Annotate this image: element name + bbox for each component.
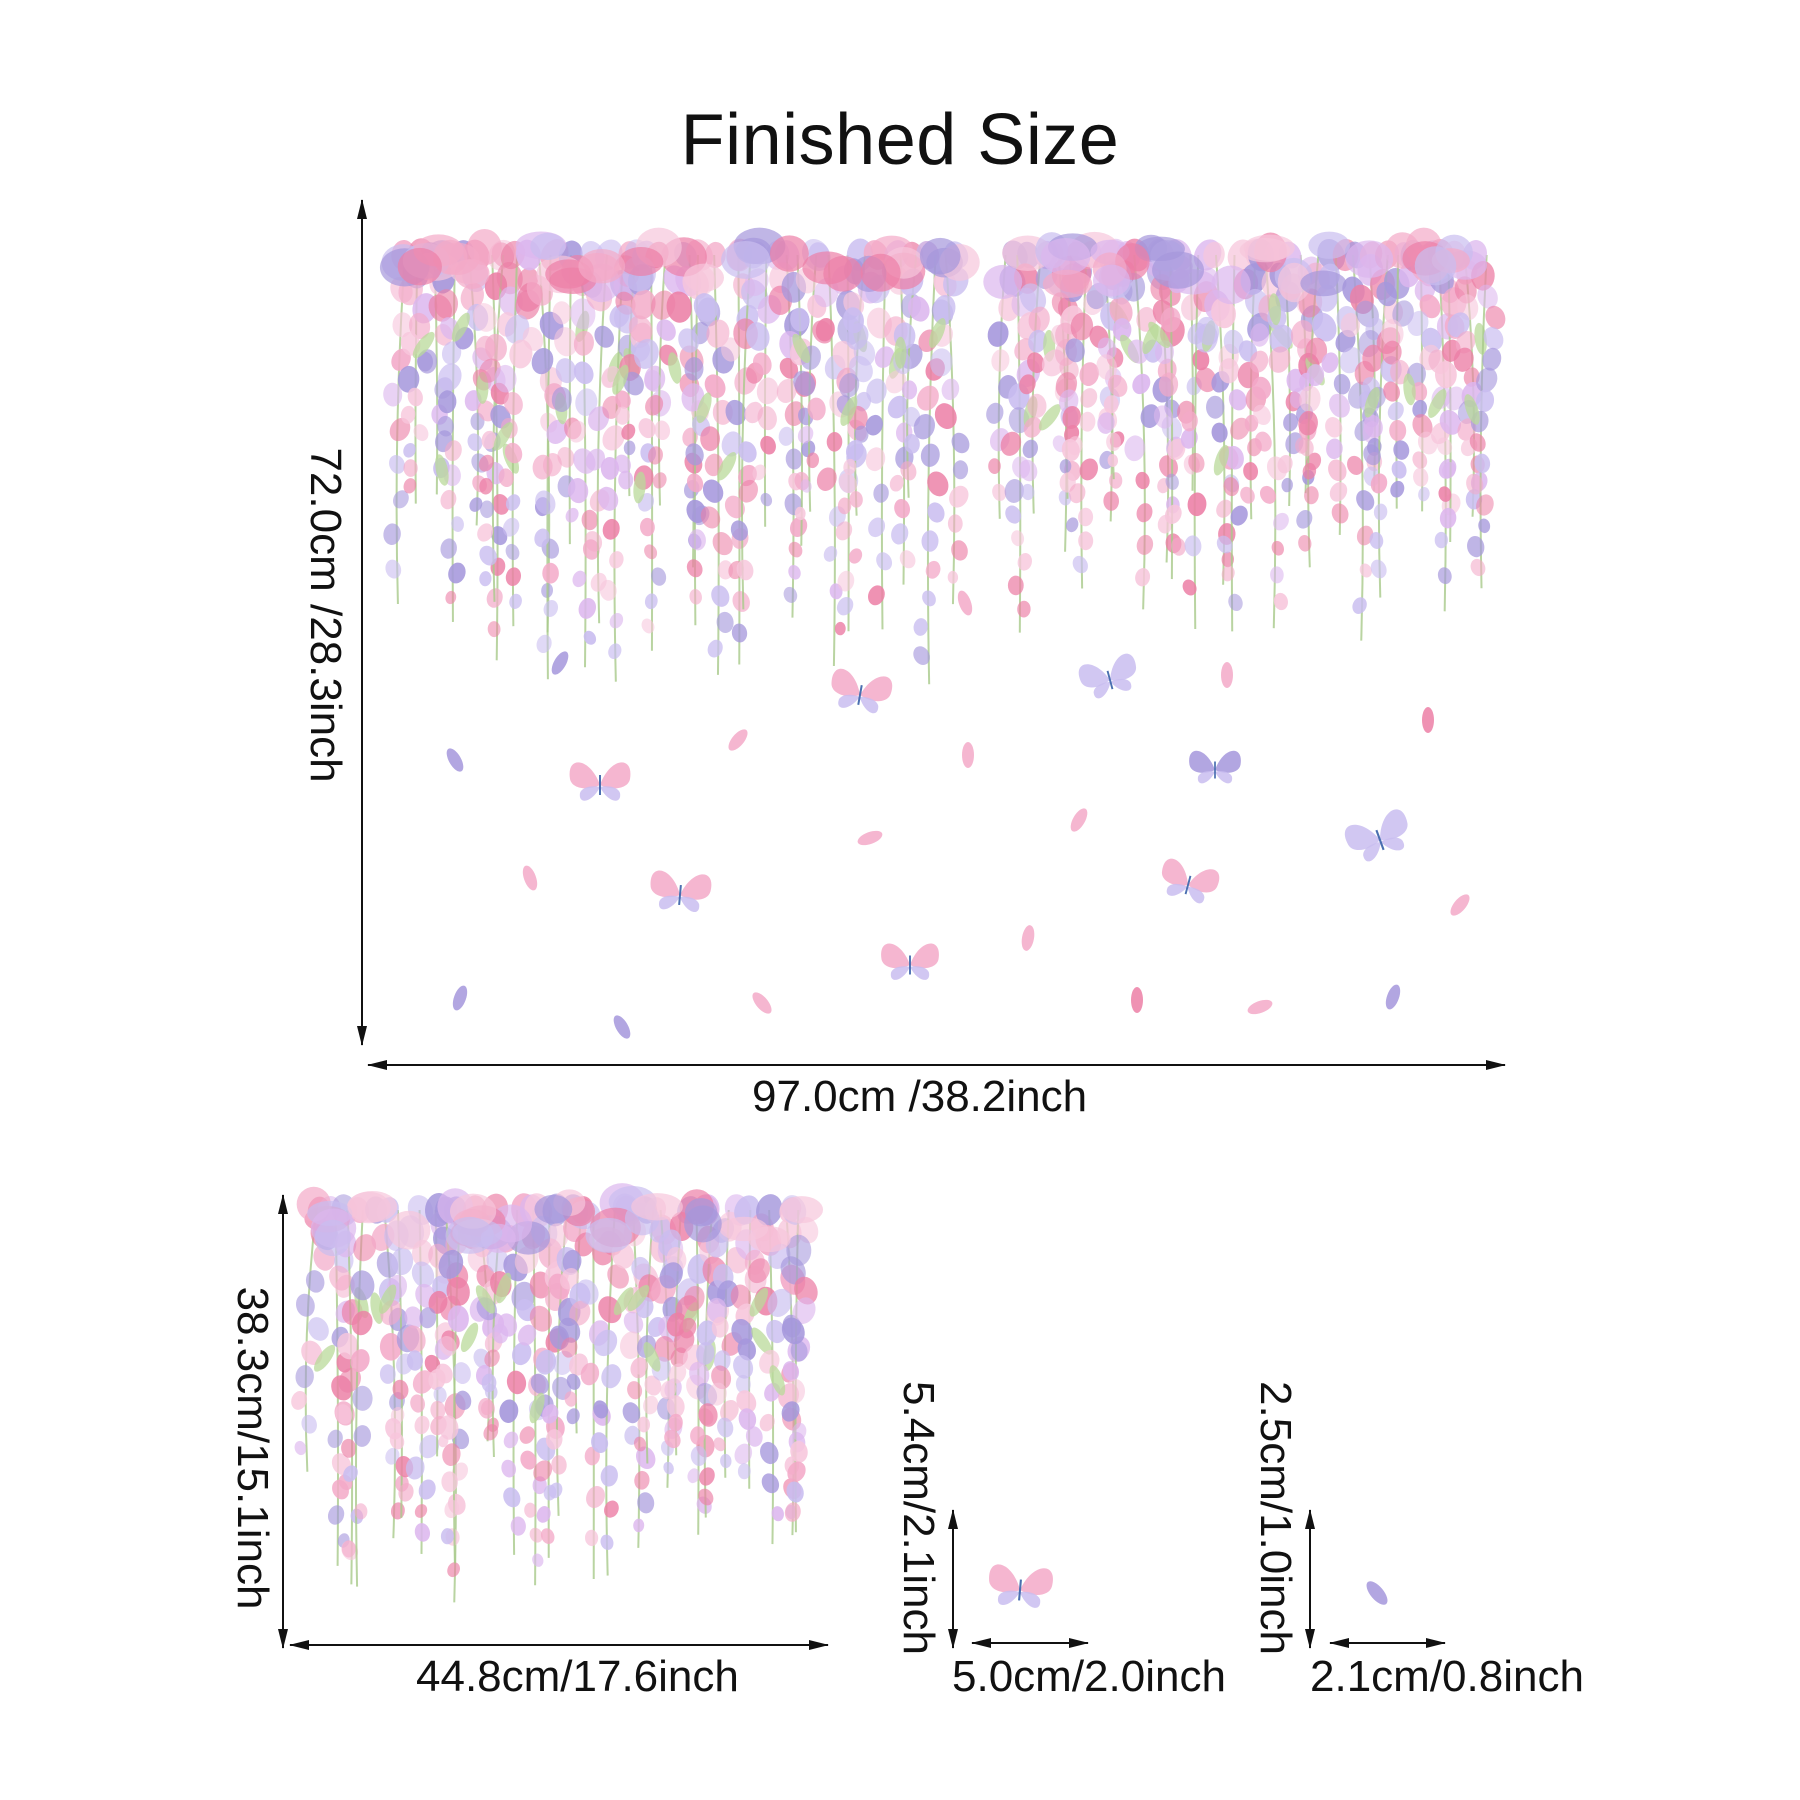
petal-icon [752, 992, 772, 1014]
butterfly-width-label: 5.0cm/2.0inch [952, 1652, 1226, 1701]
main-height-label: 72.0cm /28.3inch [301, 447, 350, 783]
cluster-height-label: 38.3cm/15.1inch [228, 1286, 277, 1610]
petal-icon [728, 729, 748, 751]
petal-icon [1366, 1581, 1388, 1605]
petal-icon [857, 830, 883, 846]
butterfly-icon [1344, 809, 1408, 862]
butterfly-icon [1161, 858, 1220, 904]
page-title: Finished Size [680, 100, 1120, 180]
petal-icon [1221, 662, 1233, 688]
petal-icon [1422, 707, 1434, 733]
wisteria-cluster-small [291, 1183, 824, 1603]
butterfly-icon [1189, 750, 1241, 784]
butterfly-height-label: 5.4cm/2.1inch [894, 1381, 943, 1655]
petal-icon [522, 865, 538, 891]
petal-icon [1131, 987, 1143, 1013]
petal-icon [613, 1015, 631, 1039]
butterfly-icon [989, 1564, 1053, 1608]
wisteria-cluster-left [379, 227, 980, 685]
petal-icon [1021, 925, 1035, 951]
petal-icon [1450, 894, 1470, 916]
wisteria-artwork [291, 227, 1506, 1603]
petal-icon [957, 590, 973, 616]
petal-icon [452, 985, 468, 1011]
butterflies-group [569, 653, 1408, 1608]
petal-height-label: 2.5cm/1.0inch [1251, 1381, 1300, 1655]
petal-icon [1070, 808, 1088, 832]
dimension-arrows [278, 199, 1506, 1650]
butterfly-icon [1078, 653, 1137, 699]
cluster-width-label: 44.8cm/17.6inch [416, 1652, 739, 1701]
butterfly-icon [650, 870, 712, 912]
petal-icon [1247, 999, 1273, 1015]
petal-icon [1385, 984, 1401, 1010]
falling-petals-group [446, 590, 1470, 1605]
petal-icon [551, 651, 569, 675]
wisteria-cluster-right [983, 227, 1506, 641]
butterfly-icon [831, 668, 893, 714]
petal-icon [962, 742, 974, 768]
main-width-label: 97.0cm /38.2inch [752, 1072, 1088, 1121]
butterfly-icon [569, 762, 631, 801]
petal-icon [446, 748, 464, 772]
petal-width-label: 2.1cm/0.8inch [1310, 1652, 1584, 1701]
butterfly-icon [881, 943, 939, 980]
